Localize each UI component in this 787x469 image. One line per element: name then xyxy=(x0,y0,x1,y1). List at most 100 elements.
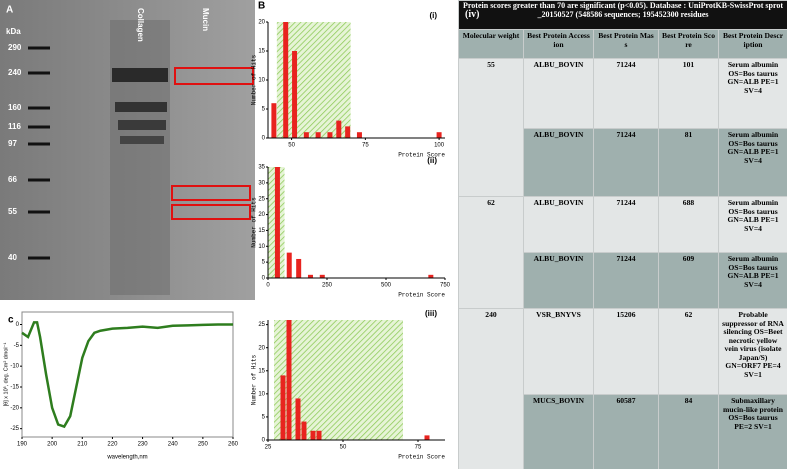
accession: ALBU_BOVIN xyxy=(523,128,594,197)
highlight-box xyxy=(174,67,254,85)
data-row: 55 ALBU_BOVIN 71244 101 Serum albumin OS=Bos… xyxy=(458,58,787,197)
marker-label: 55 xyxy=(8,207,17,216)
y-tick-label: 5 xyxy=(262,260,266,266)
y-tick-label: 30 xyxy=(258,180,265,186)
y-tick-label: 35 xyxy=(258,165,265,171)
bar xyxy=(283,22,289,138)
molecular-weight: 55 xyxy=(458,58,524,197)
x-tick-label: 210 xyxy=(77,442,88,448)
bar xyxy=(301,421,307,440)
bar xyxy=(307,274,313,278)
marker-label: 40 xyxy=(8,253,17,262)
y-axis-label: Number of Hits xyxy=(251,54,258,105)
y-axis-label: [θ] x 10³, deg. Cm² dmol⁻¹ xyxy=(3,342,9,406)
x-tick-label: 75 xyxy=(415,445,422,451)
plot-frame xyxy=(21,311,234,438)
x-tick-label: 250 xyxy=(322,283,333,289)
significance-region xyxy=(276,22,351,138)
bar xyxy=(296,258,302,278)
y-tick-label: -5 xyxy=(14,343,20,349)
y-tick-label: 20 xyxy=(258,212,265,218)
y-axis-label: Number of Hits xyxy=(251,197,258,248)
bar xyxy=(356,132,362,138)
mass: 71244 xyxy=(593,128,659,197)
score: 101 xyxy=(658,58,719,129)
description: Serum albumin OS=Bos taurus GN=ALB PE=1 … xyxy=(717,252,787,309)
x-axis-label: wavelength,nm xyxy=(106,455,147,461)
bar xyxy=(310,430,316,440)
score: 81 xyxy=(658,128,719,197)
header-cell: Best Protein Description xyxy=(717,29,787,59)
x-tick-label: 25 xyxy=(265,445,272,451)
bar xyxy=(286,320,292,440)
y-tick-label: 0 xyxy=(16,322,20,328)
accession: MUCS_BOVIN xyxy=(523,394,594,469)
accession: ALBU_BOVIN xyxy=(523,58,594,129)
x-tick-label: 50 xyxy=(340,445,347,451)
highlight-box xyxy=(171,204,251,220)
bar xyxy=(303,132,309,138)
unit-label: kDa xyxy=(6,27,21,36)
molecular-weight: 240 xyxy=(458,308,524,469)
marker-label: 116 xyxy=(8,122,21,131)
lane-label: Mucin xyxy=(201,8,210,31)
y-tick-label: 10 xyxy=(258,78,265,84)
lane-label: Collagen xyxy=(136,8,145,42)
results-table: (iv) Protein scores greater than 70 are s… xyxy=(458,0,787,469)
x-tick-label: 50 xyxy=(288,143,295,149)
x-tick-label: 750 xyxy=(440,283,451,289)
bar xyxy=(336,120,342,138)
cd-curve xyxy=(21,321,233,429)
bar xyxy=(280,375,286,440)
y-tick-label: -10 xyxy=(10,364,19,370)
band xyxy=(118,120,166,130)
bar xyxy=(345,126,351,138)
collagen-lane xyxy=(110,20,170,295)
x-tick-label: 220 xyxy=(107,442,118,448)
marker-label: 160 xyxy=(8,103,22,112)
y-tick-label: 0 xyxy=(262,276,266,282)
x-axis-label: Protein Score xyxy=(398,292,445,299)
x-tick-label: 190 xyxy=(17,442,28,448)
y-tick-label: 0 xyxy=(262,438,266,444)
description: Submaxillary mucin-like protein OS=Bos t… xyxy=(717,394,787,469)
x-tick-label: 230 xyxy=(138,442,149,448)
marker-label: 66 xyxy=(8,175,17,184)
bar xyxy=(436,132,442,138)
y-axis-label: Number of Hits xyxy=(251,354,258,405)
result-table-panel: (iv) Protein scores greater than 70 are s… xyxy=(458,0,787,469)
caption-row: (iv) Protein scores greater than 70 are s… xyxy=(458,0,787,30)
y-tick-label: 15 xyxy=(258,49,265,55)
bar xyxy=(319,274,325,278)
x-axis-label: Protein Score xyxy=(398,152,445,159)
y-tick-label: 5 xyxy=(262,415,266,421)
mass: 71244 xyxy=(593,58,659,129)
score: 609 xyxy=(658,252,719,309)
bar xyxy=(271,103,277,138)
marker-label: 240 xyxy=(8,68,22,77)
score: 84 xyxy=(658,394,719,469)
accession: VSR_BNYVS xyxy=(523,308,594,395)
y-tick-label: 0 xyxy=(262,136,266,142)
y-tick-label: -25 xyxy=(10,426,19,432)
y-tick-label: 15 xyxy=(258,368,265,374)
header-cell: Best Protein Accession xyxy=(523,29,594,59)
caption-text: Protein scores greater than 70 are signi… xyxy=(463,1,784,19)
y-tick-label: 20 xyxy=(258,20,265,26)
header-cell: Best Protein Score xyxy=(658,29,719,59)
score: 688 xyxy=(658,196,719,253)
marker-label: 97 xyxy=(8,139,17,148)
y-tick-label: 20 xyxy=(258,345,265,351)
y-tick-label: -20 xyxy=(10,405,19,411)
description: Serum albumin OS=Bos taurus GN=ALB PE=1 … xyxy=(717,196,787,253)
x-tick-label: 200 xyxy=(47,442,58,448)
bar xyxy=(274,167,280,278)
highlight-box xyxy=(171,185,251,201)
mass: 71244 xyxy=(593,196,659,253)
header-cell: Best Protein Mass xyxy=(593,29,659,59)
x-tick-label: 240 xyxy=(168,442,179,448)
band xyxy=(115,102,167,112)
description: Serum albumin OS=Bos taurus GN=ALB PE=1 … xyxy=(717,128,787,197)
